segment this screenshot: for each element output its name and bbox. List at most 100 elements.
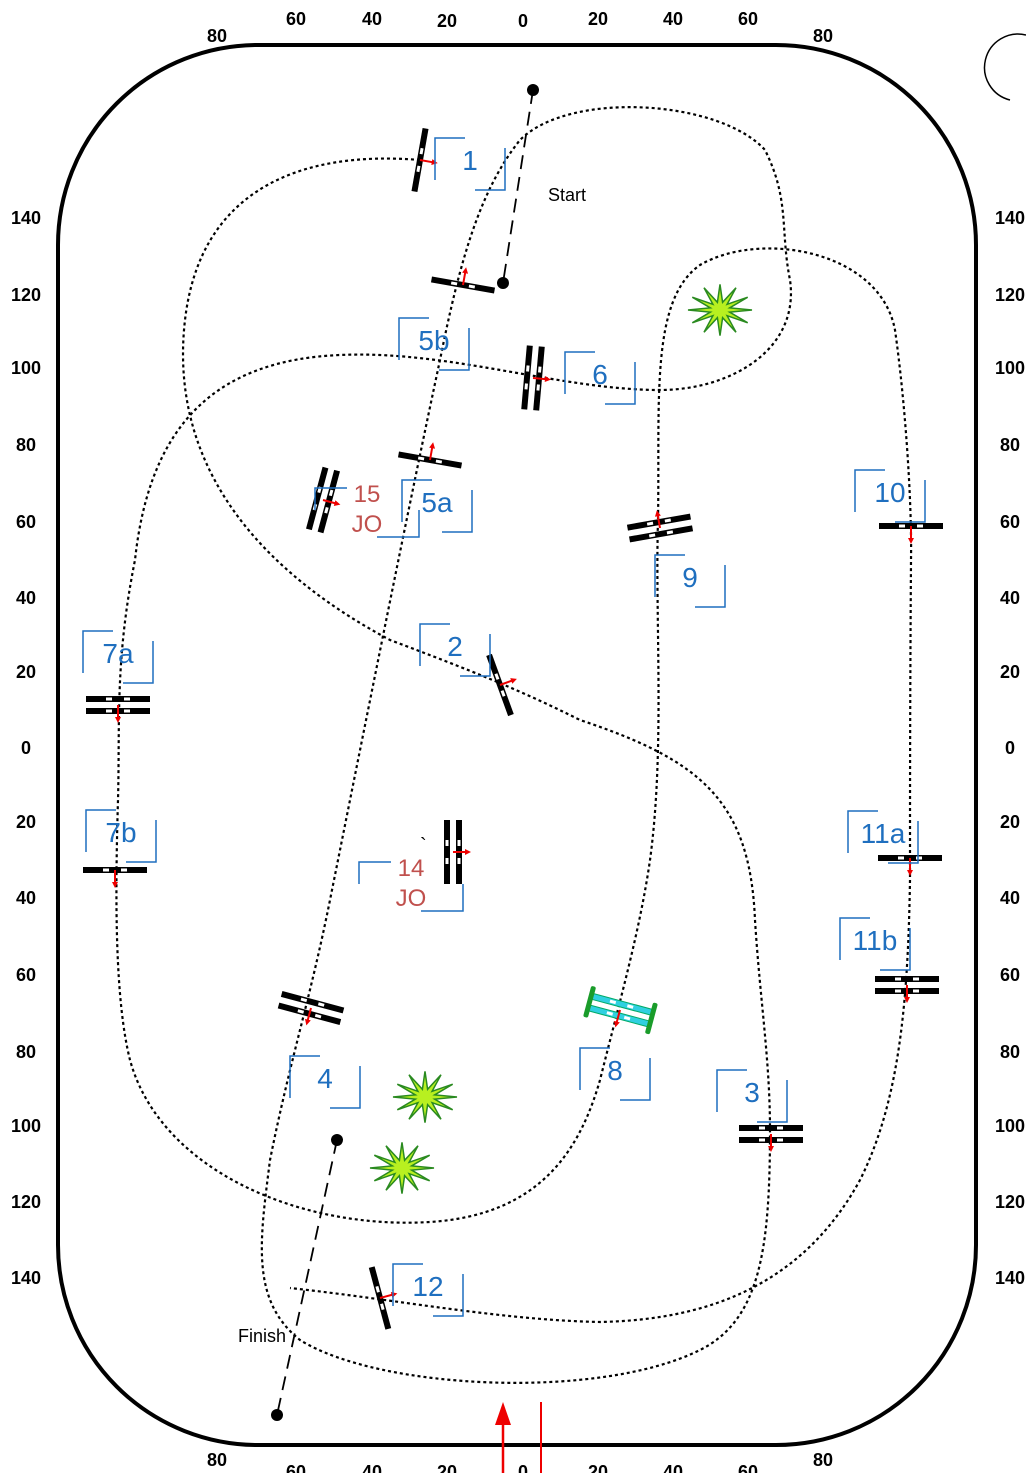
scale-label: 60 <box>1000 965 1020 985</box>
scale-label: 60 <box>1000 512 1020 532</box>
fence-stripe <box>121 868 127 872</box>
bracket <box>433 1274 464 1317</box>
fence-stripe <box>916 856 922 860</box>
bracket <box>716 1069 747 1112</box>
start-label: Start <box>548 185 586 205</box>
bracket <box>377 510 420 538</box>
start-post <box>527 84 539 96</box>
fence-number: 5a <box>421 487 453 518</box>
scale-label: 60 <box>286 1462 306 1473</box>
fence-stripe <box>777 1126 783 1130</box>
scale-label: 80 <box>1000 435 1020 455</box>
direction-arrow-head <box>544 376 551 383</box>
fence-number: 7a <box>102 638 134 669</box>
fence-pole <box>739 1125 803 1131</box>
fence-number: 6 <box>592 359 608 390</box>
scale-label: 140 <box>995 1268 1025 1288</box>
fence-stripe <box>500 690 506 697</box>
fence-stripe <box>777 1138 783 1142</box>
fence <box>444 820 471 884</box>
direction-arrow <box>615 1009 621 1024</box>
fence-stripe <box>124 697 130 701</box>
bracket <box>289 1055 320 1098</box>
fence-pole <box>521 345 533 410</box>
bracket <box>419 623 450 666</box>
plant <box>687 284 753 336</box>
direction-arrow-head <box>465 849 471 855</box>
fence-pole <box>444 820 450 884</box>
fence <box>878 855 942 876</box>
fence-stripe <box>626 1004 634 1009</box>
direction-arrow-head <box>112 882 118 888</box>
bracket <box>888 821 919 864</box>
fence-stripe <box>468 284 476 289</box>
scale-label: 80 <box>1000 1042 1020 1062</box>
fence-stripe <box>666 530 674 535</box>
fence <box>411 127 438 193</box>
fence-number: 12 <box>412 1271 443 1302</box>
bracket <box>757 1080 788 1123</box>
fence-stripe <box>416 165 421 173</box>
joker-text: JO <box>352 511 383 538</box>
direction-arrow <box>322 499 337 505</box>
finish-label: Finish <box>238 1326 286 1346</box>
fence-stripe <box>895 989 901 993</box>
start-line <box>502 89 534 284</box>
scale-label: 80 <box>16 1042 36 1062</box>
fence-pole <box>86 696 150 702</box>
scale-label: 140 <box>11 208 41 228</box>
bracket <box>605 362 636 405</box>
direction-arrow-head <box>462 267 469 274</box>
bracket <box>439 328 470 371</box>
fence-stripe <box>457 840 461 846</box>
scale-label: 20 <box>16 662 36 682</box>
scale-label: 0 <box>518 11 528 31</box>
bracket <box>434 137 465 180</box>
fence-stripe <box>648 533 656 538</box>
direction-arrow-head <box>613 1020 620 1028</box>
scale-label: 60 <box>738 1462 758 1473</box>
bracket <box>564 351 595 394</box>
scale-label: 120 <box>11 285 41 305</box>
bracket <box>654 554 685 597</box>
fence-stripe <box>538 366 542 373</box>
fence-number: 5b <box>418 325 449 356</box>
scale-label: 60 <box>16 512 36 532</box>
bracket <box>123 641 154 684</box>
scale-label: 20 <box>437 11 457 31</box>
fence-stripe <box>917 524 923 528</box>
bracket <box>126 820 157 863</box>
direction-arrow-head <box>390 1291 398 1298</box>
direction-arrow <box>306 1007 312 1022</box>
direction-arrow <box>379 1293 394 1299</box>
fence-stripe <box>536 384 540 391</box>
bracket <box>895 480 926 523</box>
fence-stripe <box>494 673 500 680</box>
scale-label: 20 <box>588 1462 608 1473</box>
direction-arrow-head <box>904 997 910 1003</box>
bracket <box>358 861 391 884</box>
finish-post <box>271 1409 283 1421</box>
bracket <box>460 634 491 677</box>
bracket <box>579 1047 610 1090</box>
fence <box>86 696 150 723</box>
fence-stripe <box>419 147 424 155</box>
scale-label: 40 <box>1000 888 1020 908</box>
scale-label: 20 <box>437 1462 457 1473</box>
fence <box>277 991 345 1026</box>
bracket <box>421 884 464 912</box>
fence-number: 7b <box>105 817 136 848</box>
scale-label: 20 <box>16 812 36 832</box>
fence-stripe <box>759 1126 765 1130</box>
fence-stripe <box>103 868 109 872</box>
fence-stripe <box>417 456 425 461</box>
scale-label: 60 <box>738 9 758 29</box>
direction-arrow-head <box>510 678 517 684</box>
fence-stripe <box>895 977 901 981</box>
fence <box>306 466 341 534</box>
fence <box>521 345 551 411</box>
fence-pole <box>306 466 329 531</box>
fence-stripe <box>106 697 112 701</box>
fence-pole <box>875 976 939 982</box>
scale-label: 60 <box>16 965 36 985</box>
